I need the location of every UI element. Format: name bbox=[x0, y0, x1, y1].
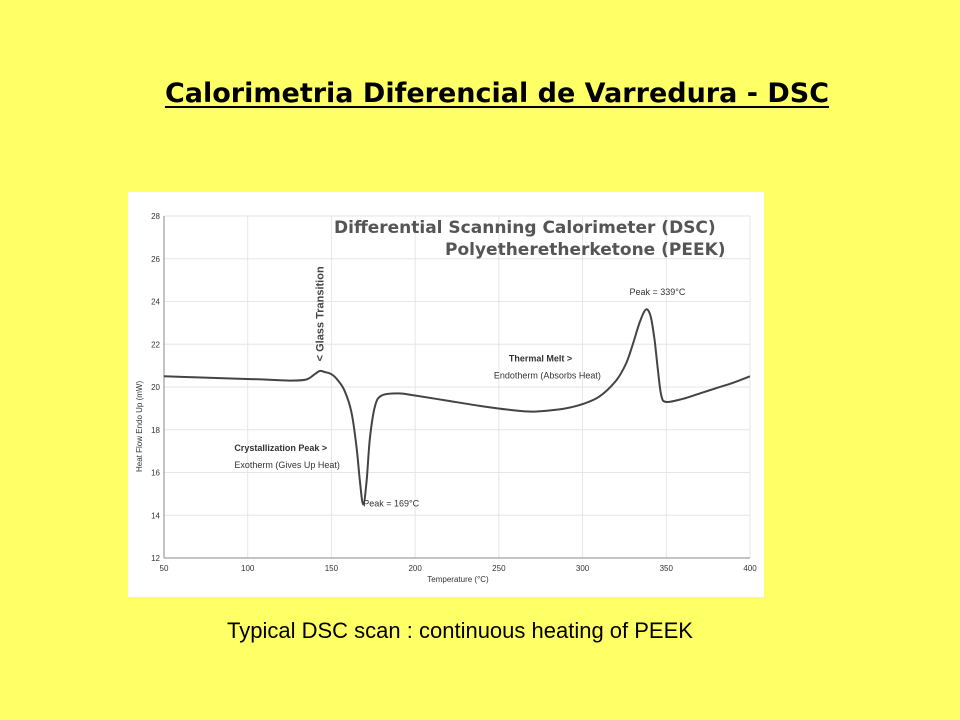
x-tick-label: 150 bbox=[325, 564, 339, 573]
chart-title: Differential Scanning Calorimeter (DSC) bbox=[334, 218, 716, 238]
y-tick-label: 22 bbox=[151, 340, 160, 349]
grid-layer bbox=[163, 215, 751, 559]
y-tick-label: 14 bbox=[151, 511, 160, 520]
dsc-chart: 12 14 16 18 20 22 24 26 28 50 100 150 200 250 300 350 40… bbox=[135, 212, 757, 584]
y-tick-label: 24 bbox=[151, 298, 160, 307]
x-tick-label: 350 bbox=[660, 564, 674, 573]
y-tick-label: 28 bbox=[151, 212, 160, 221]
annotation-label: Crystallization Peak > bbox=[234, 443, 327, 453]
y-tick-label: 18 bbox=[151, 426, 160, 435]
y-tick-label: 20 bbox=[151, 383, 160, 392]
x-tick-label: 300 bbox=[576, 564, 590, 573]
x-axis-label: Temperature (°C) bbox=[427, 575, 489, 584]
dsc-chart-panel: 12 14 16 18 20 22 24 26 28 50 100 150 200 250 300 350 40… bbox=[128, 192, 764, 597]
annotation-label: Peak = 169°C bbox=[363, 499, 419, 509]
annotation-label: Thermal Melt > bbox=[509, 353, 572, 363]
text-layer: Differential Scanning Calorimeter (DSC) … bbox=[135, 218, 726, 584]
x-tick-label: 50 bbox=[160, 564, 169, 573]
slide-title: Calorimetria Diferencial de Varredura - … bbox=[164, 78, 830, 109]
x-tick-label: 200 bbox=[408, 564, 422, 573]
chart-subtitle: Polyetheretherketone (PEEK) bbox=[445, 240, 726, 260]
y-tick-label: 16 bbox=[151, 469, 160, 478]
x-tick-label: 100 bbox=[241, 564, 255, 573]
series-layer bbox=[163, 308, 751, 506]
figure-caption: Typical DSC scan : continuous heating of… bbox=[227, 618, 693, 643]
x-tick-label: 250 bbox=[492, 564, 506, 573]
dsc-curve bbox=[163, 308, 751, 506]
annotation-label: Endotherm (Absorbs Heat) bbox=[494, 370, 601, 380]
glass-transition-label: < Glass Transition bbox=[315, 266, 327, 361]
x-tick-label: 400 bbox=[743, 564, 757, 573]
y-tick-label: 12 bbox=[151, 554, 160, 563]
annotation-label: Exotherm (Gives Up Heat) bbox=[234, 460, 340, 470]
axes-layer: 12 14 16 18 20 22 24 26 28 50 100 150 200 250 300 350 40… bbox=[151, 212, 757, 573]
y-axis-label: Heat Flow Endo Up (mW) bbox=[135, 381, 144, 472]
annotation-label: Peak = 339°C bbox=[629, 287, 685, 297]
y-tick-label: 26 bbox=[151, 255, 160, 264]
